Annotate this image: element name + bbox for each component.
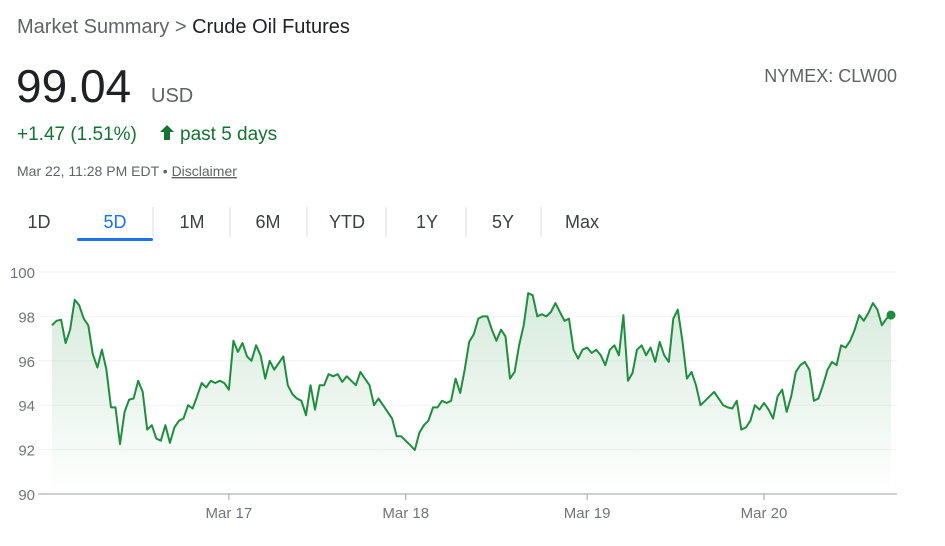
price-line (51, 292, 892, 451)
y-tick-label: 98 (18, 309, 35, 326)
y-tick-label: 90 (18, 487, 35, 504)
range-tabs: 1D 5D 1M 6M YTD 1Y 5Y Max (27, 207, 599, 241)
tab-underline (77, 238, 153, 241)
tab[interactable]: 6M (255, 212, 280, 232)
up-arrow-icon (160, 125, 174, 140)
y-tick-label: 100 (10, 265, 35, 282)
price-chart: 90 92 94 96 98 100 Mar 17 Mar 18 Mar 19 Mar 20 (10, 265, 897, 522)
tab[interactable]: 5Y (492, 212, 514, 232)
currency: USD (151, 85, 193, 107)
timestamp-line: Mar 22, 11:28 PM EDT • Disclaimer (17, 163, 237, 179)
price: 99.04 (16, 60, 131, 112)
disclaimer-link[interactable]: Disclaimer (172, 163, 238, 179)
y-tick-label: 94 (18, 398, 35, 415)
y-tick-label: 96 (18, 354, 35, 371)
x-tick-label: Mar 18 (382, 505, 429, 522)
tab[interactable]: Max (565, 212, 599, 232)
area (52, 293, 891, 494)
x-tick-label: Mar 17 (206, 505, 253, 522)
breadcrumb: Market Summary > Crude Oil Futures (17, 16, 350, 38)
exchange: NYMEX: CLW00 (764, 66, 897, 86)
tab[interactable]: 1D (27, 212, 50, 232)
x-tick-label: Mar 19 (564, 505, 611, 522)
change: +1.47 (1.51%) (17, 124, 137, 145)
up-arrow (160, 125, 174, 140)
tab[interactable]: 5D (103, 212, 126, 232)
last-point (886, 310, 896, 320)
breadcrumb-separator: > (175, 16, 187, 38)
tab[interactable]: 1Y (416, 212, 438, 232)
x-tick-label: Mar 20 (741, 505, 788, 522)
breadcrumb-parent[interactable]: Market Summary (17, 16, 169, 38)
tab[interactable]: YTD (329, 212, 365, 232)
breadcrumb-current: Crude Oil Futures (192, 16, 350, 38)
timestamp: Mar 22, 11:28 PM EDT • (17, 163, 168, 179)
y-tick-label: 92 (18, 443, 35, 460)
tab[interactable]: 1M (179, 212, 204, 232)
period: past 5 days (180, 124, 277, 145)
